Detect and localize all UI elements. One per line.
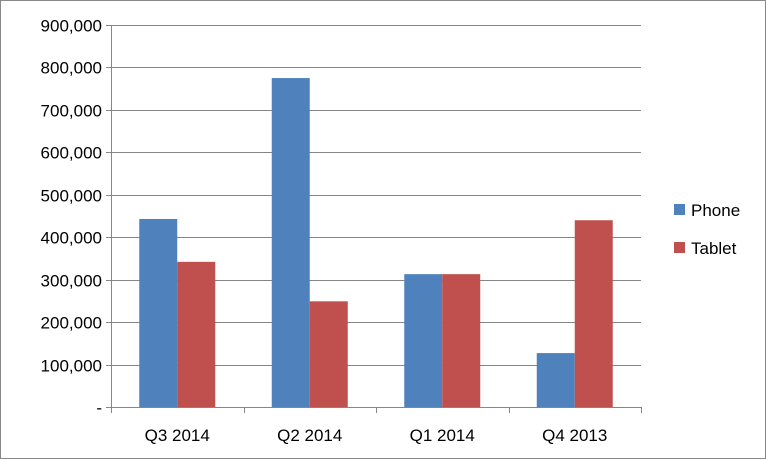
y-tick-label: 900,000 — [41, 17, 102, 36]
x-tick-label: Q4 2013 — [542, 426, 607, 445]
bars — [139, 78, 613, 408]
legend-swatch-phone — [674, 204, 685, 215]
legend-label-phone: Phone — [691, 201, 740, 220]
bar-tablet-q4-2013 — [574, 220, 613, 407]
bar-phone-q1-2014 — [404, 274, 443, 407]
bar-phone-q2-2014 — [271, 78, 310, 408]
y-tick-label: 400,000 — [41, 229, 102, 248]
x-tick-labels: Q3 2014 Q2 2014 Q1 2014 Q4 2013 — [145, 426, 608, 445]
y-tick-labels: - 100,000 200,000 300,000 400,000 500,000 600,… — [41, 17, 102, 418]
x-tick-label: Q3 2014 — [145, 426, 210, 445]
bar-tablet-q3-2014 — [177, 261, 216, 407]
legend-swatch-tablet — [674, 242, 685, 253]
bar-phone-q4-2013 — [536, 353, 575, 407]
bar-phone-q3-2014 — [139, 218, 178, 407]
y-tick-label: - — [96, 399, 102, 418]
x-tick-label: Q2 2014 — [277, 426, 342, 445]
y-tick-label: 200,000 — [41, 314, 102, 333]
y-tick-label: 300,000 — [41, 272, 102, 291]
bar-tablet-q2-2014 — [309, 301, 348, 407]
y-tick-label: 700,000 — [41, 102, 102, 121]
axes — [106, 25, 642, 413]
y-tick-label: 600,000 — [41, 144, 102, 163]
x-tick-label: Q1 2014 — [410, 426, 475, 445]
y-tick-label: 500,000 — [41, 187, 102, 206]
y-tick-label: 100,000 — [41, 357, 102, 376]
bar-tablet-q1-2014 — [442, 274, 481, 407]
legend: Phone Tablet — [674, 201, 740, 258]
legend-label-tablet: Tablet — [691, 239, 737, 258]
y-tick-label: 800,000 — [41, 59, 102, 78]
